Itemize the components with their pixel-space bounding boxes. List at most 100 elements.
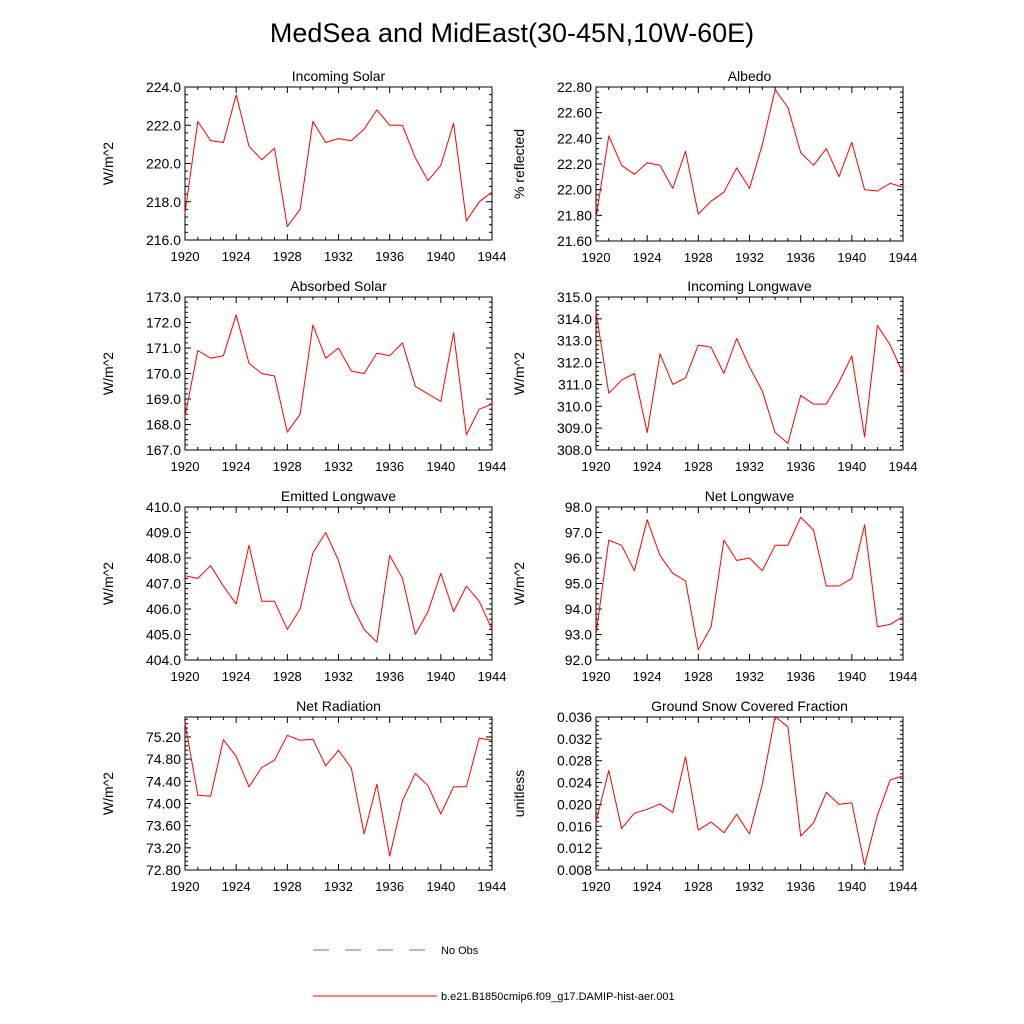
y-tick-label: 167.0: [146, 442, 181, 458]
x-tick-label: 1920: [582, 459, 611, 474]
x-tick-label: 1936: [375, 879, 404, 894]
y-tick-label: 170.0: [146, 366, 181, 382]
panel-title: Incoming Longwave: [687, 278, 812, 294]
y-tick-label: 0.020: [557, 796, 592, 812]
panel-ground-snow-covered-fraction: Ground Snow Covered Fraction unitless 1920…: [511, 698, 917, 894]
x-tick-label: 1932: [324, 459, 353, 474]
y-tick-label: 94.0: [565, 601, 592, 617]
y-axis-label: unitless: [511, 770, 527, 817]
x-tick-label: 1932: [324, 879, 353, 894]
y-tick-label: 0.012: [557, 840, 592, 856]
x-tick-label: 1932: [735, 879, 764, 894]
x-tick-label: 1936: [375, 669, 404, 684]
x-tick-label: 1940: [426, 879, 455, 894]
y-tick-label: 0.024: [557, 775, 592, 791]
plot-frame: [595, 296, 904, 451]
series-line-model: [595, 89, 904, 218]
x-tick-label: 1928: [684, 250, 713, 265]
x-tick-label: 1920: [171, 879, 200, 894]
y-tick-label: 73.20: [146, 840, 181, 856]
x-tick-label: 1936: [786, 879, 815, 894]
x-tick-label: 1944: [478, 459, 507, 474]
y-tick-label: 313.0: [557, 333, 592, 349]
series-line-model: [595, 516, 904, 651]
panel-title: Emitted Longwave: [281, 488, 396, 504]
plot-frame: [595, 86, 904, 242]
x-tick-label: 1924: [222, 669, 251, 684]
x-tick-label: 1924: [222, 459, 251, 474]
y-axis-label: W/m^2: [100, 142, 116, 185]
x-tick-label: 1944: [478, 249, 507, 264]
x-tick-label: 1928: [273, 669, 302, 684]
y-tick-label: 0.028: [557, 753, 592, 769]
series-line-model: [595, 716, 904, 866]
x-tick-label: 1924: [633, 669, 662, 684]
y-tick-label: 222.0: [146, 117, 181, 133]
panel-title: Incoming Solar: [292, 68, 386, 84]
x-tick-label: 1940: [426, 669, 455, 684]
panel-title: Absorbed Solar: [290, 278, 387, 294]
y-tick-label: 410.0: [146, 499, 181, 515]
y-tick-label: 308.0: [557, 442, 592, 458]
series-line-model: [184, 723, 493, 857]
x-tick-label: 1932: [735, 250, 764, 265]
plot-frame: [184, 506, 493, 661]
panels-group: Incoming Solar W/m^2 1920 1924 1928 1932 1936 1…: [100, 68, 917, 894]
y-tick-label: 0.036: [557, 709, 592, 725]
series-line-model: [184, 314, 493, 436]
x-tick-label: 1924: [633, 459, 662, 474]
y-tick-label: 311.0: [558, 376, 592, 392]
y-tick-label: 405.0: [146, 627, 181, 643]
y-tick-label: 96.0: [565, 550, 592, 566]
panel-emitted-longwave: Emitted Longwave W/m^2 1920 1924 1928 1932 193…: [100, 488, 506, 684]
y-tick-label: 93.0: [565, 627, 592, 643]
y-tick-label: 173.0: [146, 289, 181, 305]
x-tick-label: 1944: [889, 250, 918, 265]
y-tick-label: 224.0: [146, 79, 181, 95]
y-tick-label: 22.00: [557, 182, 592, 198]
panel-title: Net Radiation: [296, 698, 381, 714]
y-tick-label: 171.0: [146, 340, 181, 356]
panel-net-radiation: Net Radiation W/m^2 1920 1924 1928 1932 1936 19…: [100, 698, 506, 894]
y-tick-label: 92.0: [565, 652, 592, 668]
y-tick-label: 75.20: [146, 729, 181, 745]
y-tick-label: 72.80: [146, 862, 181, 878]
y-axis-label: W/m^2: [511, 352, 527, 395]
y-tick-label: 216.0: [146, 232, 181, 248]
x-tick-label: 1936: [375, 249, 404, 264]
x-tick-label: 1936: [375, 459, 404, 474]
y-tick-label: 98.0: [565, 499, 592, 515]
panel-title: Net Longwave: [705, 488, 795, 504]
x-tick-label: 1924: [222, 879, 251, 894]
y-tick-label: 406.0: [146, 601, 181, 617]
y-tick-label: 97.0: [565, 525, 592, 541]
y-tick-label: 407.0: [146, 576, 181, 592]
y-tick-label: 21.80: [557, 207, 592, 223]
x-tick-label: 1920: [582, 250, 611, 265]
x-tick-label: 1932: [324, 249, 353, 264]
x-tick-label: 1932: [735, 459, 764, 474]
plot-frame: [595, 506, 904, 661]
x-tick-label: 1928: [684, 669, 713, 684]
plot-frame: [184, 86, 493, 241]
x-tick-label: 1924: [222, 249, 251, 264]
x-tick-label: 1920: [582, 669, 611, 684]
panel-incoming-longwave: Incoming Longwave W/m^2 1920 1924 1928 1932 19…: [511, 278, 917, 474]
y-tick-label: 95.0: [565, 576, 592, 592]
y-tick-label: 220.0: [146, 156, 181, 172]
y-tick-label: 408.0: [146, 550, 181, 566]
y-tick-label: 73.60: [146, 818, 181, 834]
x-tick-label: 1924: [633, 879, 662, 894]
x-tick-label: 1944: [889, 669, 918, 684]
x-tick-label: 1936: [786, 669, 815, 684]
x-tick-label: 1944: [889, 459, 918, 474]
x-tick-label: 1928: [273, 879, 302, 894]
y-tick-label: 22.60: [557, 105, 592, 121]
x-tick-label: 1944: [478, 669, 507, 684]
y-tick-label: 309.0: [557, 420, 592, 436]
y-tick-label: 409.0: [146, 525, 181, 541]
series-line-model: [184, 94, 493, 228]
y-tick-label: 310.0: [557, 398, 592, 414]
y-axis-label: W/m^2: [100, 352, 116, 395]
x-tick-label: 1940: [837, 250, 866, 265]
